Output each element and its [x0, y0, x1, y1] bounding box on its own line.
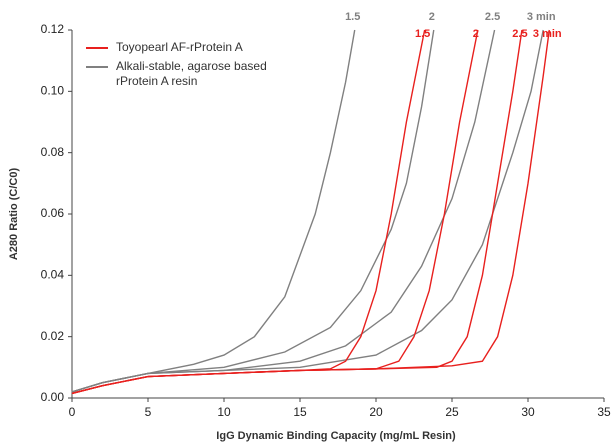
- series-label: 2: [473, 28, 479, 40]
- series-label: 1.5: [415, 28, 430, 40]
- y-axis-label: A280 Ratio (C/C0): [8, 168, 20, 261]
- series-line: [71, 29, 550, 395]
- y-tick-label: 0.12: [41, 22, 65, 36]
- y-tick-label: 0.10: [41, 84, 65, 98]
- series-label: 3 min: [533, 28, 562, 40]
- x-tick-label: 35: [597, 405, 611, 419]
- x-tick-label: 0: [69, 405, 76, 419]
- series-label: 1.5: [345, 11, 360, 23]
- x-tick-label: 5: [145, 405, 152, 419]
- legend-swatch: [86, 47, 108, 49]
- y-tick-label: 0.02: [41, 329, 65, 343]
- series-line: [71, 29, 544, 393]
- y-tick-label: 0.06: [41, 206, 65, 220]
- legend-item: Alkali-stable, agarose based rProtein A …: [86, 59, 286, 89]
- y-tick-label: 0.04: [41, 268, 65, 282]
- y-tick-label: 0.00: [41, 390, 65, 404]
- legend: Toyopearl AF-rProtein A Alkali-stable, ag…: [86, 40, 286, 93]
- series-label: 2.5: [485, 11, 500, 23]
- legend-text: Alkali-stable, agarose based rProtein A …: [116, 59, 267, 88]
- x-tick-label: 10: [217, 405, 231, 419]
- legend-swatch: [86, 66, 108, 68]
- series-label: 3 min: [527, 11, 556, 23]
- y-tick-label: 0.08: [41, 145, 65, 159]
- legend-text: Toyopearl AF-rProtein A: [116, 40, 243, 54]
- x-tick-label: 25: [445, 405, 459, 419]
- x-tick-label: 20: [369, 405, 383, 419]
- series-label: 2: [429, 11, 435, 23]
- legend-item: Toyopearl AF-rProtein A: [86, 40, 286, 55]
- x-tick-label: 15: [293, 405, 307, 419]
- x-axis-label: IgG Dynamic Binding Capacity (mg/mL Resi…: [216, 430, 456, 442]
- series-label: 2.5: [512, 28, 527, 40]
- x-tick-label: 30: [521, 405, 535, 419]
